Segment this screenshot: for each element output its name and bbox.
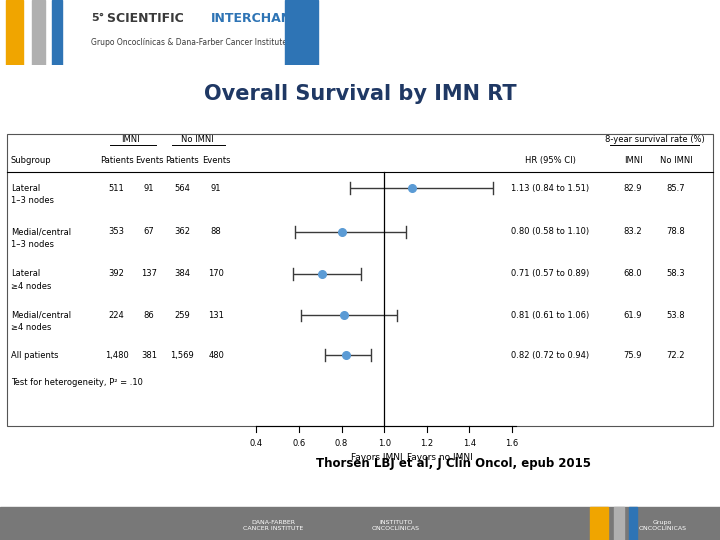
Text: ≥4 nodes: ≥4 nodes bbox=[11, 323, 51, 333]
Text: Events: Events bbox=[202, 157, 230, 165]
Text: Subgroup: Subgroup bbox=[11, 157, 52, 165]
Text: 0.8: 0.8 bbox=[335, 438, 348, 448]
Text: 1.13 (0.84 to 1.51): 1.13 (0.84 to 1.51) bbox=[511, 184, 589, 193]
Text: 67: 67 bbox=[144, 227, 155, 237]
Text: Thorsen LBJ et al, J Clin Oncol, epub 2015: Thorsen LBJ et al, J Clin Oncol, epub 20… bbox=[316, 457, 591, 470]
Text: SCIENTIFIC: SCIENTIFIC bbox=[107, 12, 188, 25]
Text: 131: 131 bbox=[208, 311, 224, 320]
Text: 564: 564 bbox=[174, 184, 190, 193]
Text: 1.2: 1.2 bbox=[420, 438, 433, 448]
Text: 8-year survival rate (%): 8-year survival rate (%) bbox=[605, 135, 704, 144]
Text: 224: 224 bbox=[109, 311, 125, 320]
Text: Grupo Oncoclínicas & Dana-Farber Cancer Institute: Grupo Oncoclínicas & Dana-Farber Cancer … bbox=[91, 38, 287, 46]
Text: IMNI: IMNI bbox=[624, 157, 642, 165]
Text: 1.6: 1.6 bbox=[505, 438, 518, 448]
Text: 1–3 nodes: 1–3 nodes bbox=[11, 240, 54, 249]
Text: INSTITUTO
ONCOCLÍNICAS: INSTITUTO ONCOCLÍNICAS bbox=[372, 519, 420, 530]
Text: 0.81 (0.61 to 1.06): 0.81 (0.61 to 1.06) bbox=[511, 311, 589, 320]
Text: IMNI: IMNI bbox=[121, 135, 140, 144]
Text: 511: 511 bbox=[109, 184, 125, 193]
Text: Patients: Patients bbox=[100, 157, 134, 165]
Text: 0.6: 0.6 bbox=[292, 438, 305, 448]
Polygon shape bbox=[590, 508, 608, 540]
Text: 1,480: 1,480 bbox=[105, 350, 129, 360]
Text: 75.9: 75.9 bbox=[624, 350, 642, 360]
Text: Events: Events bbox=[135, 157, 163, 165]
Text: 392: 392 bbox=[109, 269, 125, 278]
Text: 1,569: 1,569 bbox=[171, 350, 194, 360]
Text: 0.82 (0.72 to 0.94): 0.82 (0.72 to 0.94) bbox=[511, 350, 589, 360]
Text: 480: 480 bbox=[208, 350, 224, 360]
Polygon shape bbox=[614, 508, 624, 540]
Polygon shape bbox=[285, 0, 318, 65]
Text: No IMNI: No IMNI bbox=[660, 157, 692, 165]
Text: 61.9: 61.9 bbox=[624, 311, 642, 320]
Text: Lateral: Lateral bbox=[11, 184, 40, 193]
Text: Lateral: Lateral bbox=[11, 269, 40, 278]
Text: Medial/central: Medial/central bbox=[11, 227, 71, 237]
Text: HR (95% CI): HR (95% CI) bbox=[525, 157, 575, 165]
Text: 381: 381 bbox=[141, 350, 157, 360]
Text: Overall Survival by IMN RT: Overall Survival by IMN RT bbox=[204, 84, 516, 105]
Text: All patients: All patients bbox=[11, 350, 58, 360]
Text: 78.8: 78.8 bbox=[667, 227, 685, 237]
Text: 1.0: 1.0 bbox=[377, 438, 391, 448]
Polygon shape bbox=[52, 0, 62, 65]
Polygon shape bbox=[32, 0, 45, 65]
Text: Favors no IMNI: Favors no IMNI bbox=[407, 453, 472, 462]
Text: DANA-FARBER
CANCER INSTITUTE: DANA-FARBER CANCER INSTITUTE bbox=[243, 519, 304, 530]
Text: 1–3 nodes: 1–3 nodes bbox=[11, 196, 54, 205]
Text: 137: 137 bbox=[141, 269, 157, 278]
Text: 68.0: 68.0 bbox=[624, 269, 642, 278]
Text: 53.8: 53.8 bbox=[667, 311, 685, 320]
Text: Test for heterogeneity, P² = .10: Test for heterogeneity, P² = .10 bbox=[11, 378, 143, 387]
Text: INTERCHANGE: INTERCHANGE bbox=[210, 12, 310, 25]
Text: 170: 170 bbox=[208, 269, 224, 278]
Text: 82.9: 82.9 bbox=[624, 184, 642, 193]
Text: 58.3: 58.3 bbox=[667, 269, 685, 278]
Polygon shape bbox=[629, 508, 637, 540]
Text: Patients: Patients bbox=[166, 157, 199, 165]
Polygon shape bbox=[6, 0, 23, 65]
Text: 0.4: 0.4 bbox=[250, 438, 263, 448]
Text: 83.2: 83.2 bbox=[624, 227, 642, 237]
Text: 91: 91 bbox=[144, 184, 154, 193]
Text: Medial/central: Medial/central bbox=[11, 311, 71, 320]
Text: 0.71 (0.57 to 0.89): 0.71 (0.57 to 0.89) bbox=[511, 269, 589, 278]
Text: Grupo
ONCOCLÍNICAS: Grupo ONCOCLÍNICAS bbox=[639, 519, 686, 530]
Text: 91: 91 bbox=[211, 184, 222, 193]
Text: Favors IMNI: Favors IMNI bbox=[351, 453, 403, 462]
Text: 353: 353 bbox=[109, 227, 125, 237]
Text: 88: 88 bbox=[211, 227, 222, 237]
Text: No IMNI: No IMNI bbox=[181, 135, 214, 144]
Text: 72.2: 72.2 bbox=[667, 350, 685, 360]
Text: 85.7: 85.7 bbox=[667, 184, 685, 193]
Text: 362: 362 bbox=[174, 227, 190, 237]
Text: 86: 86 bbox=[144, 311, 155, 320]
Text: ≥4 nodes: ≥4 nodes bbox=[11, 282, 51, 291]
Text: 5°: 5° bbox=[91, 13, 104, 23]
Text: 259: 259 bbox=[174, 311, 190, 320]
Text: 0.80 (0.58 to 1.10): 0.80 (0.58 to 1.10) bbox=[511, 227, 589, 237]
Polygon shape bbox=[0, 508, 720, 540]
Text: 1.4: 1.4 bbox=[463, 438, 476, 448]
Text: 384: 384 bbox=[174, 269, 190, 278]
